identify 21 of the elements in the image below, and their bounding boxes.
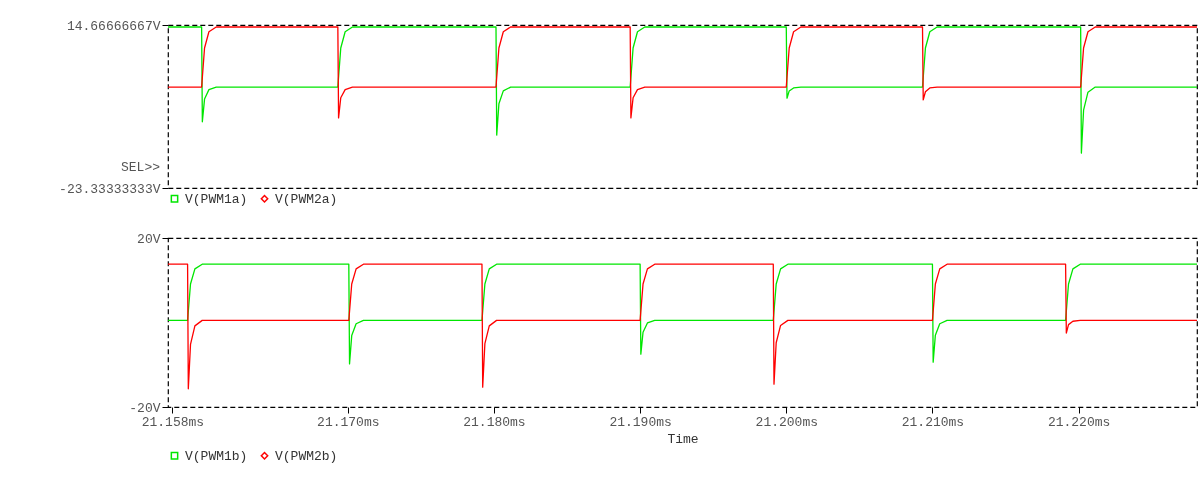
y-tick-label: 14.66666667V [66,18,161,34]
x-axis-title: Time [667,431,699,447]
line-series [167,26,1198,119]
x-tick-label: 21.180ms [463,414,526,430]
y-tick-label: -23.33333333V [59,181,161,197]
y-tick-label: -20V [129,400,161,416]
x-tick-label: 21.170ms [317,414,380,430]
text: SEL>> [120,160,161,175]
legend-label: V(PWM1a) [185,191,248,207]
x-tick-label: 21.210ms [901,414,965,430]
line-series [167,263,1198,365]
legend-label: V(PWM2a) [275,191,338,207]
x-tick-label: 21.220ms [1047,414,1111,430]
legend-label: V(PWM1b) [185,448,248,464]
x-tick-label: 21.200ms [755,414,818,430]
x-tick-label: 21.190ms [609,414,672,430]
line-series [167,26,1198,154]
line-series [167,263,1198,390]
legend-label: V(PWM2b) [275,448,338,464]
x-tick-label: 21.158ms [141,414,205,430]
y-tick-label: 20V [137,231,161,247]
